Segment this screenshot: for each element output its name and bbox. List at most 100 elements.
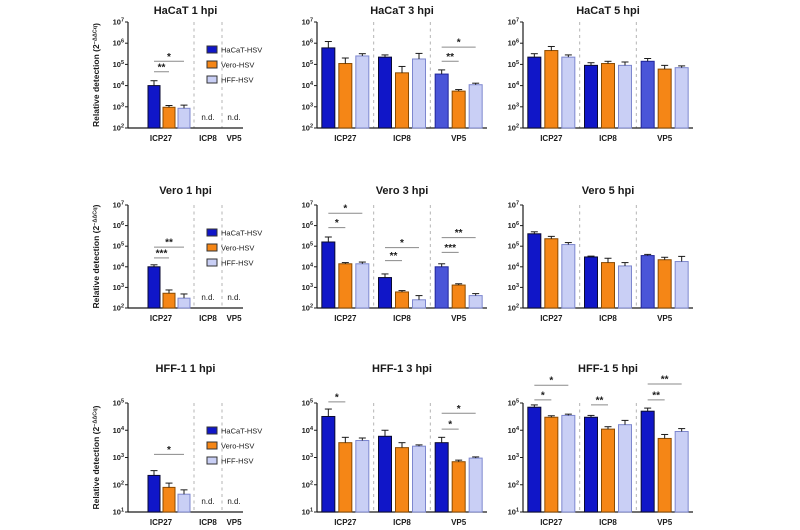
y-tick-label: 104 — [302, 262, 314, 271]
bar-HFF-HSV — [468, 84, 483, 129]
y-tick-label: 105 — [113, 399, 124, 408]
bar-HaCaT-HSV — [527, 233, 542, 309]
bar-HFF-HSV — [177, 493, 191, 513]
legend-label: HaCaT-HSV — [221, 427, 262, 436]
x-tick-label-icp27: ICP27 — [150, 314, 173, 323]
y-tick-label: 105 — [508, 242, 519, 251]
bar-HFF-HSV — [561, 414, 576, 513]
significance-stars: *** — [444, 243, 456, 254]
y-tick-label: 102 — [302, 480, 313, 489]
x-tick-label-icp27: ICP27 — [540, 518, 563, 527]
bar-HFF-HSV — [177, 297, 191, 309]
bar-HFF-HSV — [177, 107, 191, 129]
chart-svg-vero-5-hpi: 102 103 104 105 106 107 ICP27 ICP8 VP5 Vero 5 hpi — [508, 185, 693, 323]
chart-panel-hff-1-1-hpi: 101 102 103 104 105 n.d. n.d. * ICP27 ICP8 VP5 HFF-… — [88, 358, 338, 530]
y-tick-label: 101 — [508, 508, 519, 517]
bar-Vero-HSV — [338, 63, 353, 129]
chart-panel-hff-1-3-hpi: 101 102 103 104 105 * * * ICP27 ICP8 VP5 HFF-1 3 hp… — [295, 358, 495, 530]
legend-swatch-hacat-hsv — [206, 426, 218, 435]
chart-panel-vero-1-hpi: 102 103 104 105 106 107 n.d. n.d. *** ** ICP27 ICP8… — [88, 180, 338, 348]
x-tick-label-icp8: ICP8 — [599, 314, 617, 323]
chart-panel-hacat-3-hpi: 102 103 104 105 106 107 ** * ICP27 ICP8 VP5 HaCaT 3… — [295, 0, 495, 168]
bar-HFF-HSV — [561, 56, 576, 129]
bar-Vero-HSV — [395, 72, 409, 129]
y-tick-label: 107 — [508, 18, 519, 27]
y-tick-label: 104 — [508, 426, 520, 435]
y-tick-label: 103 — [508, 102, 519, 111]
bar-Vero-HSV — [544, 50, 559, 129]
y-tick-label: 107 — [302, 201, 313, 210]
bar-HFF-HSV — [355, 263, 370, 309]
y-tick-label: 104 — [508, 262, 520, 271]
legend-swatch-hff-hsv — [206, 456, 218, 465]
y-tick-label: 102 — [508, 304, 519, 313]
x-tick-label-icp8: ICP8 — [199, 518, 217, 527]
bar-Vero-HSV — [657, 68, 672, 129]
significance-stars: ** — [446, 52, 454, 63]
bar-HFF-HSV — [468, 457, 483, 513]
x-tick-label-icp8: ICP8 — [599, 518, 617, 527]
legend-swatch-hacat-hsv — [206, 45, 218, 54]
significance-stars: * — [343, 204, 347, 215]
bar-HaCaT-HSV — [147, 266, 161, 309]
chart-svg-hacat-3-hpi: 102 103 104 105 106 107 *** ICP27 ICP8 VP5 HaCaT 3… — [302, 5, 487, 143]
x-tick-label-icp27: ICP27 — [334, 314, 357, 323]
chart-title: HaCaT 5 hpi — [576, 5, 640, 17]
y-tick-label: 103 — [302, 453, 313, 462]
chart-title: HaCaT 3 hpi — [370, 5, 434, 17]
chart-panel-hacat-1-hpi: 102 103 104 105 106 107 n.d. n.d. ** * ICP27 ICP8 VP… — [88, 0, 338, 168]
y-tick-label: 106 — [113, 39, 124, 48]
legend-label: HFF-HSV — [221, 76, 254, 85]
bar-HFF-HSV — [468, 295, 483, 309]
y-tick-label: 105 — [302, 399, 313, 408]
bar-HaCaT-HSV — [378, 277, 392, 309]
significance-stars: * — [541, 390, 545, 401]
x-tick-label-icp27: ICP27 — [150, 134, 173, 143]
bar-Vero-HSV — [395, 291, 409, 309]
y-tick-label: 105 — [508, 399, 519, 408]
y-tick-label: 104 — [113, 426, 125, 435]
y-tick-label: 102 — [302, 124, 313, 133]
y-tick-label: 102 — [113, 480, 124, 489]
bar-HFF-HSV — [355, 55, 370, 129]
bar-HFF-HSV — [618, 265, 632, 309]
legend-label: HFF-HSV — [221, 259, 254, 268]
y-tick-label: 104 — [113, 262, 125, 271]
chart-panel-hff-1-5-hpi: 101 102 103 104 105 * * ** ** ** ICP27 ICP8 VP5 HFF-1… — [505, 358, 705, 530]
x-tick-label-icp8: ICP8 — [393, 134, 411, 143]
y-tick-label: 107 — [508, 201, 519, 210]
bar-Vero-HSV — [338, 442, 353, 513]
y-tick-label: 104 — [113, 81, 125, 90]
bar-HaCaT-HSV — [147, 85, 161, 129]
significance-stars: ** — [652, 390, 660, 401]
x-tick-label-vp5: VP5 — [657, 518, 673, 527]
significance-stars: ** — [596, 395, 604, 406]
bar-HaCaT-HSV — [527, 406, 542, 513]
bar-HaCaT-HSV — [434, 266, 449, 309]
chart-title: Vero 3 hpi — [376, 185, 429, 197]
chart-title: HaCaT 1 hpi — [154, 5, 218, 17]
y-tick-label: 105 — [302, 60, 313, 69]
nd-label: n.d. — [227, 293, 240, 302]
legend-swatch-vero-hsv — [206, 243, 218, 252]
significance-stars: * — [335, 392, 339, 403]
legend-label: HaCaT-HSV — [221, 229, 262, 238]
significance-stars: * — [335, 218, 339, 229]
chart-panel-vero-5-hpi: 102 103 104 105 106 107 ICP27 ICP8 VP5 Vero 5 hpi — [505, 180, 705, 348]
chart-svg-hacat-1-hpi: 102 103 104 105 106 107 n.d. n.d. *** ICP27 ICP8 VP… — [91, 5, 262, 143]
y-tick-label: 107 — [113, 18, 124, 27]
bar-HFF-HSV — [674, 430, 689, 513]
x-tick-label-vp5: VP5 — [226, 314, 242, 323]
bar-HFF-HSV — [412, 445, 426, 513]
bar-HFF-HSV — [618, 64, 632, 129]
significance-stars: ** — [165, 238, 173, 249]
bar-Vero-HSV — [451, 284, 466, 309]
bar-HaCaT-HSV — [584, 64, 598, 129]
legend-swatch-hff-hsv — [206, 75, 218, 84]
significance-stars: ** — [661, 374, 669, 385]
x-tick-label-icp27: ICP27 — [334, 518, 357, 527]
significance-stars: *** — [156, 248, 168, 259]
bar-HFF-HSV — [561, 244, 576, 309]
y-axis-title: Relative detection (2−ΔΔCq) — [91, 23, 101, 127]
